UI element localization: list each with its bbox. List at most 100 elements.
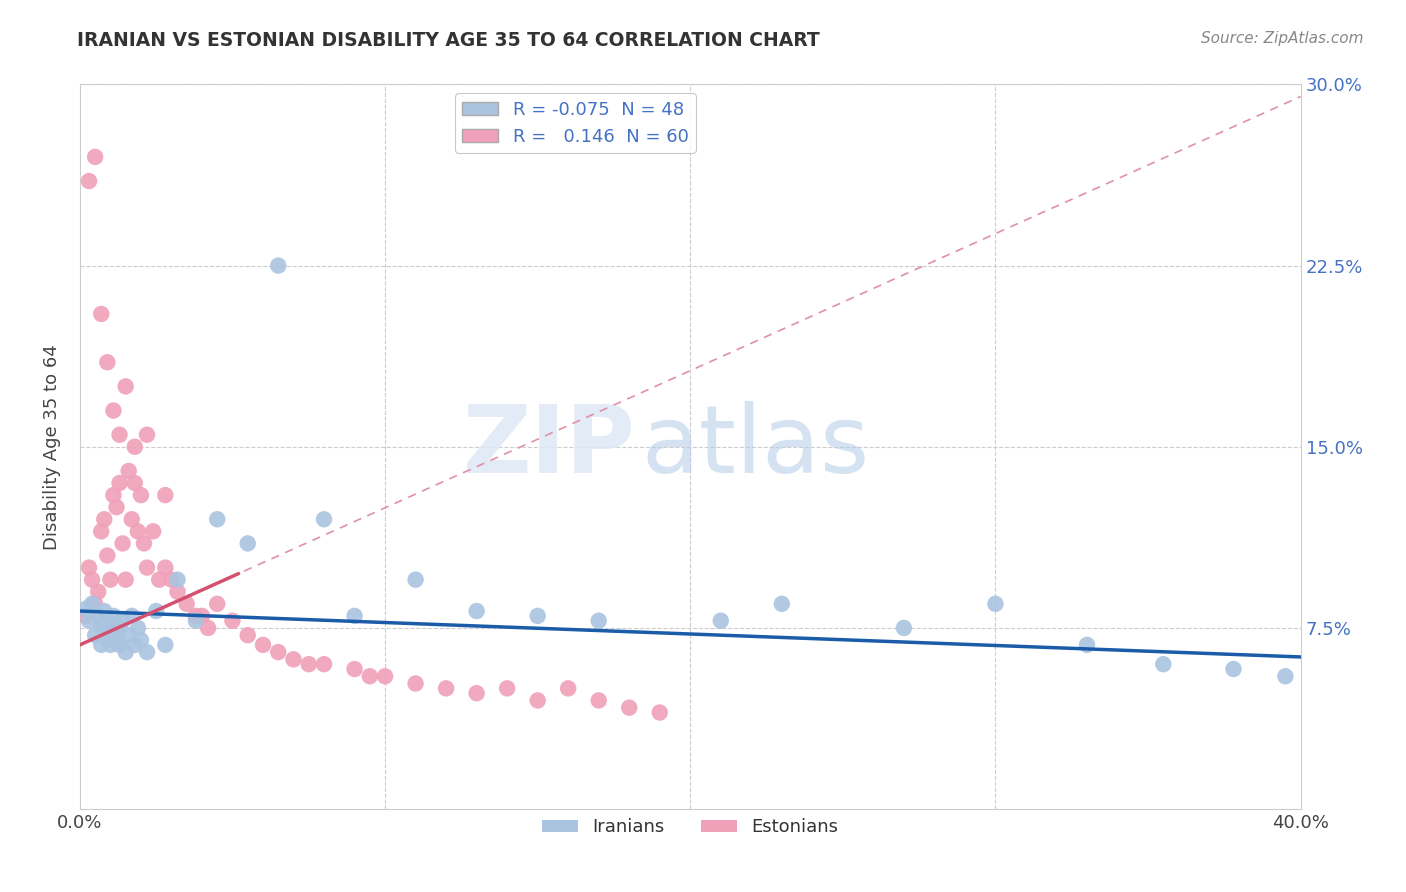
Point <box>236 628 259 642</box>
Point <box>84 597 107 611</box>
Point <box>118 628 141 642</box>
Text: Source: ZipAtlas.com: Source: ZipAtlas.com <box>1201 31 1364 46</box>
Point <box>121 512 143 526</box>
Y-axis label: Disability Age 35 to 64: Disability Age 35 to 64 <box>44 344 60 549</box>
Point <box>526 608 548 623</box>
Point <box>136 427 159 442</box>
Text: atlas: atlas <box>641 401 870 492</box>
Point <box>770 597 793 611</box>
Point <box>166 573 188 587</box>
Point <box>124 638 146 652</box>
Point <box>111 536 134 550</box>
Point <box>127 524 149 539</box>
Legend: Iranians, Estonians: Iranians, Estonians <box>534 811 846 844</box>
Point <box>267 259 290 273</box>
Point <box>84 150 107 164</box>
Point <box>267 645 290 659</box>
Point <box>132 536 155 550</box>
Point <box>114 379 136 393</box>
Point <box>80 573 103 587</box>
Point <box>77 614 100 628</box>
Point <box>90 307 112 321</box>
Point <box>96 355 118 369</box>
Point <box>105 633 128 648</box>
Point <box>77 560 100 574</box>
Point <box>100 624 122 638</box>
Point <box>343 662 366 676</box>
Point <box>155 488 177 502</box>
Point <box>1076 638 1098 652</box>
Point <box>129 633 152 648</box>
Point <box>84 628 107 642</box>
Point <box>136 645 159 659</box>
Point <box>1152 657 1174 672</box>
Point <box>148 573 170 587</box>
Point <box>252 638 274 652</box>
Text: IRANIAN VS ESTONIAN DISABILITY AGE 35 TO 64 CORRELATION CHART: IRANIAN VS ESTONIAN DISABILITY AGE 35 TO… <box>77 31 820 50</box>
Point <box>96 549 118 563</box>
Point <box>221 614 243 628</box>
Point <box>93 621 115 635</box>
Point <box>124 440 146 454</box>
Point <box>127 621 149 635</box>
Point <box>114 573 136 587</box>
Point <box>93 604 115 618</box>
Point <box>87 584 110 599</box>
Point <box>984 597 1007 611</box>
Point <box>465 686 488 700</box>
Point <box>108 621 131 635</box>
Point <box>103 628 125 642</box>
Point <box>100 638 122 652</box>
Point <box>184 614 207 628</box>
Point <box>80 597 103 611</box>
Point <box>312 657 335 672</box>
Point <box>710 614 733 628</box>
Point <box>197 621 219 635</box>
Point <box>121 608 143 623</box>
Point <box>105 618 128 632</box>
Point <box>90 524 112 539</box>
Point <box>1274 669 1296 683</box>
Point <box>93 512 115 526</box>
Point <box>118 464 141 478</box>
Point <box>434 681 457 696</box>
Point <box>108 427 131 442</box>
Point <box>205 512 228 526</box>
Point <box>155 638 177 652</box>
Point <box>142 524 165 539</box>
Point <box>343 608 366 623</box>
Point <box>176 597 198 611</box>
Point <box>103 608 125 623</box>
Point <box>77 174 100 188</box>
Point <box>298 657 321 672</box>
Point <box>105 500 128 515</box>
Point <box>103 403 125 417</box>
Point <box>90 638 112 652</box>
Point <box>155 560 177 574</box>
Point <box>359 669 381 683</box>
Point <box>496 681 519 696</box>
Point <box>191 608 214 623</box>
Point <box>184 608 207 623</box>
Point <box>236 536 259 550</box>
Point <box>588 693 610 707</box>
Point <box>648 706 671 720</box>
Point <box>166 584 188 599</box>
Point <box>312 512 335 526</box>
Text: ZIP: ZIP <box>463 401 636 492</box>
Point <box>557 681 579 696</box>
Point <box>893 621 915 635</box>
Point <box>160 573 183 587</box>
Point <box>100 573 122 587</box>
Point <box>75 608 97 623</box>
Point <box>90 618 112 632</box>
Point <box>124 476 146 491</box>
Point <box>205 597 228 611</box>
Point <box>108 476 131 491</box>
Point <box>619 700 641 714</box>
Point <box>374 669 396 683</box>
Point <box>405 573 427 587</box>
Point <box>1222 662 1244 676</box>
Point <box>145 604 167 618</box>
Point <box>96 614 118 628</box>
